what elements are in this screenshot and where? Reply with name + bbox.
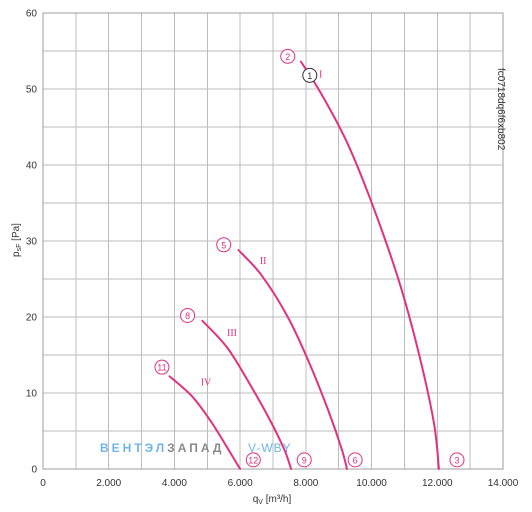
marker-circle: [302, 67, 318, 83]
x-tick-label: 0: [40, 478, 46, 489]
y-tick-label: 40: [26, 161, 38, 172]
watermark-part3: V-WBY: [248, 441, 292, 455]
curve-i: [299, 60, 440, 470]
x-axis-label: qV [m³/h]: [253, 494, 292, 506]
marker-label: 8: [185, 311, 190, 321]
x-tick-label: 2.000: [96, 478, 121, 489]
marker-11: 11: [154, 359, 170, 375]
marker-circle: [296, 452, 312, 468]
marker-label: 5: [221, 240, 226, 250]
marker-circle: [449, 452, 465, 468]
y-axis-label: psF [Pa]: [11, 223, 23, 257]
plot-frame: [42, 12, 504, 470]
marker-label: 11: [157, 363, 166, 373]
y-tick-label: 0: [31, 465, 37, 476]
y-tick-label: 60: [26, 9, 38, 20]
curve-iii: [201, 319, 293, 470]
marker-9: 9: [296, 452, 312, 468]
svg-text:ВЕНТЭЛЗАПАД: ВЕНТЭЛЗАПАД: [100, 441, 224, 455]
marker-label: 1: [307, 71, 312, 81]
curve-ii: [237, 249, 348, 470]
x-tick-labels: 0 2.000 4.000 6.000 8.000 10.000 12.000 14.000: [40, 478, 519, 489]
fan-curves: [168, 60, 440, 470]
x-tick-label: 8.000: [293, 478, 318, 489]
y-tick-label: 20: [26, 313, 38, 324]
marker-circle: [245, 452, 261, 468]
y-tick-labels: 0 10 20 30 40 50 60: [26, 9, 38, 476]
marker-5: 5: [216, 237, 232, 253]
marker-circle: [280, 48, 296, 64]
marker-12: 12: [245, 452, 261, 468]
y-tick-label: 30: [26, 237, 38, 248]
chart-code: fc0718dq6f6xb802: [495, 68, 506, 151]
curve-label-i: I: [319, 70, 322, 81]
grid-lines: [43, 13, 503, 469]
x-tick-label: 10.000: [356, 478, 387, 489]
marker-8: 8: [180, 307, 196, 323]
marker-label: 12: [248, 455, 258, 465]
y-tick-label: 10: [26, 389, 38, 400]
y-tick-label: 50: [26, 85, 38, 96]
x-tick-label: 14.000: [488, 478, 519, 489]
curve-label-iii: III: [227, 328, 237, 339]
marker-label: 6: [353, 455, 358, 465]
marker-circle: [347, 452, 363, 468]
marker-6: 6: [347, 452, 363, 468]
watermark: ВЕНТЭЛЗАПАД V-WBY: [100, 441, 292, 455]
curve-label-iv: IV: [201, 377, 212, 388]
marker-label: 9: [302, 455, 307, 465]
x-tick-label: 6.000: [228, 478, 253, 489]
x-tick-label: 12.000: [422, 478, 453, 489]
marker-1: 1: [302, 67, 318, 83]
marker-circle: [154, 359, 170, 375]
watermark-part1: ВЕНТЭЛ: [100, 441, 167, 455]
marker-2: 2: [280, 48, 296, 64]
marker-circle: [216, 237, 232, 253]
marker-label: 2: [285, 52, 290, 62]
curve-iv: [168, 375, 242, 470]
curve-label-ii: II: [260, 256, 267, 267]
watermark-part2: ЗАПАД: [167, 441, 224, 455]
x-tick-label: 4.000: [162, 478, 187, 489]
marker-circle: [180, 307, 196, 323]
marker-3: 3: [449, 452, 465, 468]
marker-label: 3: [454, 455, 459, 465]
